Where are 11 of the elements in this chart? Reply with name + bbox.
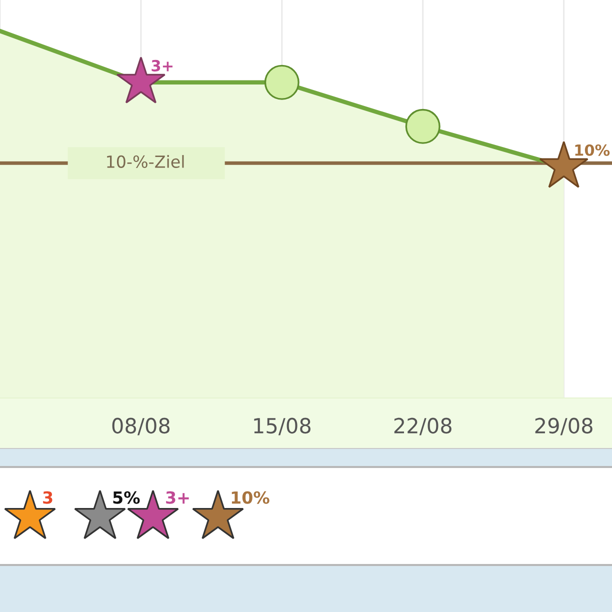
x-tick-label: 29/08	[535, 418, 592, 436]
text: 3	[43, 491, 52, 504]
text: 3+	[166, 491, 189, 504]
text: 5%	[113, 491, 140, 504]
text: 10%	[232, 491, 270, 504]
annotation: 3+	[152, 60, 172, 72]
ref-line-label: 10-%-Ziel	[107, 155, 184, 168]
x-tick-label: 15/08	[254, 418, 311, 436]
x-tick-label: 22/08	[394, 418, 452, 436]
annotation: 10%	[575, 144, 610, 156]
x-tick-label: 08/08	[112, 418, 170, 436]
